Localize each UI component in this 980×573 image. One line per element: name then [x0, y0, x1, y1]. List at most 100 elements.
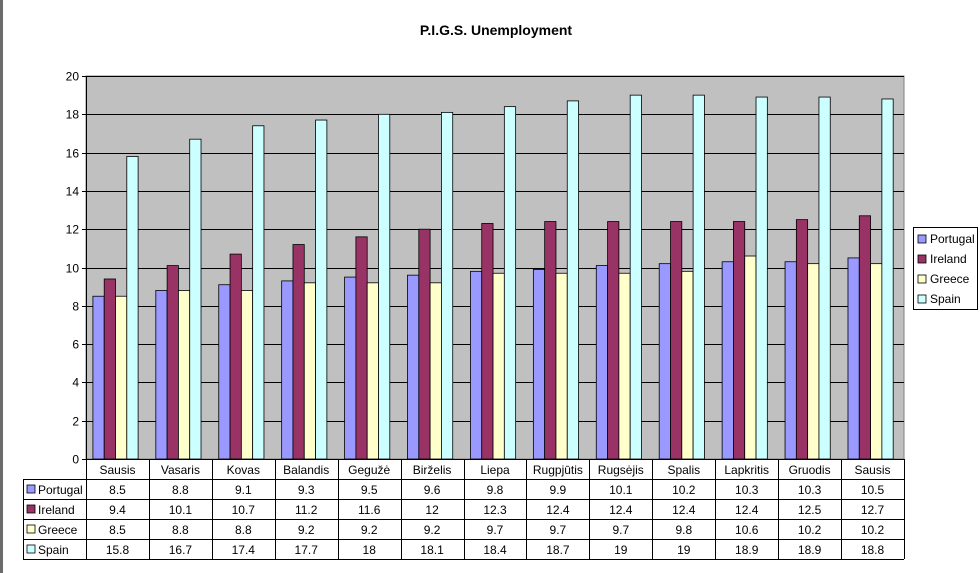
bar-ireland — [418, 228, 431, 460]
data-label: 9.6 — [424, 483, 441, 497]
bar-ireland — [607, 221, 620, 460]
data-label: 8.5 — [109, 523, 126, 537]
bar-spain — [378, 113, 391, 460]
y-tick-label: 16 — [66, 147, 80, 161]
bar-ireland — [229, 253, 242, 460]
bar-ireland — [166, 265, 179, 460]
table-series-label: Portugal — [38, 483, 83, 497]
bar-portugal — [784, 261, 797, 460]
table-series-label: Spain — [38, 543, 69, 557]
data-label: 18.4 — [483, 543, 507, 557]
data-label: 9.9 — [550, 483, 567, 497]
data-label: 9.4 — [109, 503, 126, 517]
x-tick-label: Vasaris — [161, 463, 200, 477]
legend-key-spain — [917, 294, 927, 304]
data-label: 12.7 — [861, 503, 885, 517]
data-table: Sausis Vasaris Kovas Balandis Gegužė Birželis… — [23, 459, 905, 560]
data-label: 12.4 — [672, 503, 696, 517]
table-series-label: Greece — [38, 523, 78, 537]
bar-greece — [555, 272, 568, 460]
bar-greece — [870, 263, 883, 460]
bar-greece — [807, 263, 820, 460]
bar-greece — [744, 255, 757, 460]
bar-greece — [429, 282, 442, 460]
bar-portugal — [407, 274, 420, 460]
data-label: 10.5 — [861, 483, 885, 497]
data-label: 8.5 — [109, 483, 126, 497]
x-tick-label: Birželis — [413, 463, 452, 477]
bar-ireland — [355, 236, 368, 460]
x-tick-label: Sausis — [99, 463, 135, 477]
bar-greece — [240, 290, 254, 460]
bar-spain — [566, 100, 579, 460]
table-series-label: Ireland — [38, 503, 75, 517]
bar-ireland — [858, 215, 871, 460]
x-tick-label: Spalis — [667, 463, 700, 477]
data-label: 12 — [425, 503, 439, 517]
data-label: 18.7 — [546, 543, 570, 557]
bar-portugal — [595, 265, 608, 460]
data-label: 10.7 — [232, 503, 256, 517]
data-label: 9.7 — [487, 523, 504, 537]
data-label: 10.3 — [735, 483, 759, 497]
data-label: 8.8 — [235, 523, 252, 537]
data-label: 12.4 — [609, 503, 633, 517]
data-label: 8.8 — [172, 483, 189, 497]
table-legend-key — [26, 544, 36, 554]
data-label: 9.2 — [298, 523, 315, 537]
legend-label: Portugal — [930, 232, 975, 246]
legend-key-ireland — [917, 254, 927, 264]
data-label: 19 — [614, 543, 628, 557]
bar-greece — [681, 270, 694, 460]
data-label: 10.3 — [798, 483, 822, 497]
data-label: 19 — [677, 543, 691, 557]
data-label: 9.3 — [298, 483, 315, 497]
bar-portugal — [847, 257, 860, 460]
data-label: 10.2 — [798, 523, 822, 537]
bar-ireland — [733, 221, 746, 460]
bar-spain — [818, 96, 831, 460]
bar-ireland — [103, 278, 116, 460]
data-label: 12.5 — [798, 503, 822, 517]
y-tick-label: 8 — [72, 300, 79, 314]
bar-spain — [126, 156, 139, 460]
data-label: 12.4 — [546, 503, 570, 517]
data-label: 11.2 — [295, 503, 318, 517]
data-label: 10.2 — [672, 483, 696, 497]
x-tick-label: Gruodis — [789, 463, 831, 477]
bar-greece — [618, 272, 631, 460]
bar-portugal — [532, 269, 546, 460]
bar-chart: P.I.G.S. Unemployment 02468101214161820 … — [23, 22, 978, 560]
legend: Portugal Ireland Greece Spain — [913, 227, 978, 310]
data-label: 18 — [363, 543, 377, 557]
bar-ireland — [670, 221, 683, 460]
x-tick-label: Balandis — [283, 463, 329, 477]
legend-label: Greece — [930, 272, 970, 286]
data-label: 17.4 — [232, 543, 256, 557]
legend-label: Spain — [930, 292, 961, 306]
y-tick-label: 10 — [66, 262, 80, 276]
bar-greece — [115, 295, 128, 460]
legend-key-greece — [917, 274, 927, 284]
bar-ireland — [481, 223, 494, 460]
x-tick-label: Lapkritis — [724, 463, 769, 477]
data-label: 9.7 — [612, 523, 629, 537]
x-tick-label: Rugpjūtis — [533, 463, 583, 477]
data-label: 9.8 — [675, 523, 692, 537]
bar-portugal — [218, 284, 231, 460]
data-label: 9.8 — [487, 483, 504, 497]
data-label: 16.7 — [169, 543, 193, 557]
y-tick-label: 12 — [66, 223, 80, 237]
bar-spain — [503, 106, 517, 460]
bar-spain — [692, 94, 705, 460]
table-legend-key — [26, 504, 36, 514]
data-label: 9.5 — [361, 483, 378, 497]
data-label: 11.6 — [358, 503, 381, 517]
data-label: 15.8 — [106, 543, 130, 557]
bar-portugal — [155, 290, 168, 460]
data-label: 18.9 — [735, 543, 759, 557]
bar-portugal — [281, 280, 294, 460]
y-tick-label: 14 — [66, 185, 80, 199]
data-label: 18.1 — [420, 543, 444, 557]
